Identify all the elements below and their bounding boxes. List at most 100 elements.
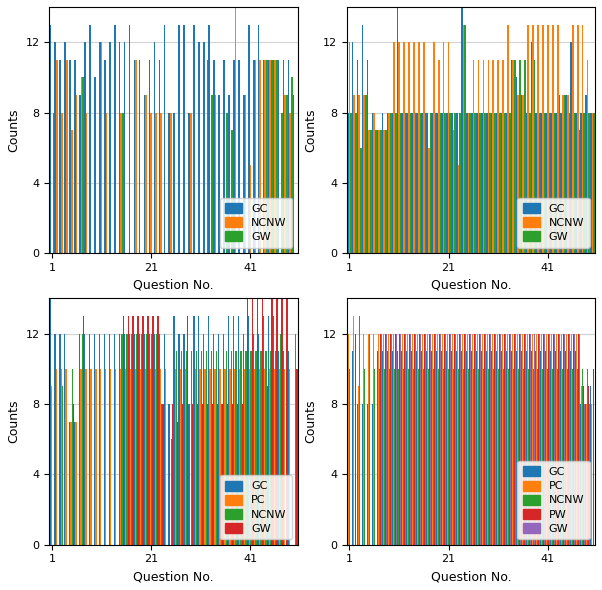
Bar xyxy=(529,113,530,253)
Bar xyxy=(266,60,268,253)
Bar xyxy=(169,404,170,545)
Bar xyxy=(353,95,355,253)
Bar xyxy=(203,42,205,253)
Bar xyxy=(373,334,374,545)
Bar xyxy=(358,95,360,253)
Bar xyxy=(574,334,575,545)
Bar xyxy=(415,334,417,545)
Bar xyxy=(115,369,116,545)
Bar xyxy=(228,95,230,253)
Bar xyxy=(52,113,54,253)
Bar xyxy=(550,113,552,253)
Legend: GC, NCNW, GW: GC, NCNW, GW xyxy=(517,198,589,248)
Bar xyxy=(220,404,222,545)
Bar xyxy=(591,404,592,545)
Bar xyxy=(74,422,75,545)
Bar xyxy=(154,334,155,545)
Bar xyxy=(161,404,163,545)
Bar xyxy=(177,422,178,545)
Bar xyxy=(521,334,523,545)
Bar xyxy=(587,369,588,545)
Bar xyxy=(207,404,208,545)
Bar xyxy=(163,404,164,545)
Bar xyxy=(208,316,209,545)
Bar xyxy=(85,369,87,545)
Bar xyxy=(129,334,130,545)
Bar xyxy=(405,113,406,253)
Bar xyxy=(483,369,484,545)
Bar xyxy=(400,334,402,545)
Bar xyxy=(173,113,175,253)
Bar xyxy=(470,334,471,545)
Bar xyxy=(496,113,497,253)
Bar xyxy=(589,404,590,545)
Bar xyxy=(229,369,231,545)
Bar xyxy=(562,369,563,545)
Bar xyxy=(431,351,432,545)
Bar xyxy=(276,60,278,253)
Bar xyxy=(428,148,430,253)
Bar xyxy=(554,113,556,253)
Bar xyxy=(165,369,166,545)
Bar xyxy=(278,60,279,253)
Bar xyxy=(420,113,421,253)
Bar xyxy=(544,113,545,253)
Bar xyxy=(260,351,261,545)
Bar xyxy=(206,60,208,253)
Bar xyxy=(76,95,78,253)
Bar xyxy=(507,25,509,253)
Bar xyxy=(287,299,288,545)
Bar xyxy=(545,113,547,253)
Bar xyxy=(590,113,592,253)
Bar xyxy=(484,334,485,545)
Bar xyxy=(275,60,276,253)
Bar xyxy=(494,113,496,253)
Bar xyxy=(135,369,136,545)
Bar xyxy=(79,95,81,253)
Bar xyxy=(489,334,490,545)
Bar xyxy=(64,334,66,545)
Bar xyxy=(175,369,176,545)
Legend: GC, PC, NCNW, GW: GC, PC, NCNW, GW xyxy=(220,475,292,539)
Bar xyxy=(181,351,182,545)
Bar xyxy=(431,113,433,253)
Bar xyxy=(551,334,553,545)
Bar xyxy=(529,334,530,545)
Bar xyxy=(71,130,72,253)
Bar xyxy=(578,334,579,545)
Bar xyxy=(150,113,152,253)
Bar xyxy=(84,334,85,545)
Bar xyxy=(418,369,420,545)
Bar xyxy=(581,386,582,545)
Bar xyxy=(583,113,585,253)
Bar xyxy=(530,351,532,545)
Bar xyxy=(415,113,417,253)
Bar xyxy=(128,316,129,545)
Bar xyxy=(570,351,571,545)
Bar xyxy=(249,369,250,545)
Bar xyxy=(154,42,155,253)
Bar xyxy=(371,404,373,545)
Bar xyxy=(258,25,259,253)
Legend: GC, NCNW, GW: GC, NCNW, GW xyxy=(220,198,292,248)
Bar xyxy=(136,334,137,545)
Bar xyxy=(196,351,197,545)
Bar xyxy=(386,351,388,545)
Bar xyxy=(561,334,562,545)
Bar xyxy=(187,316,188,545)
Bar xyxy=(576,334,577,545)
Bar xyxy=(367,60,368,253)
Bar xyxy=(185,369,186,545)
Bar xyxy=(350,113,352,253)
Bar xyxy=(538,334,539,545)
Bar xyxy=(149,334,150,545)
Bar xyxy=(284,95,286,253)
Bar xyxy=(437,334,438,545)
Bar xyxy=(569,334,570,545)
Bar xyxy=(547,25,549,253)
Bar xyxy=(563,95,565,253)
Bar xyxy=(532,334,533,545)
Bar xyxy=(268,60,270,253)
Bar xyxy=(554,334,556,545)
Bar xyxy=(450,113,451,253)
